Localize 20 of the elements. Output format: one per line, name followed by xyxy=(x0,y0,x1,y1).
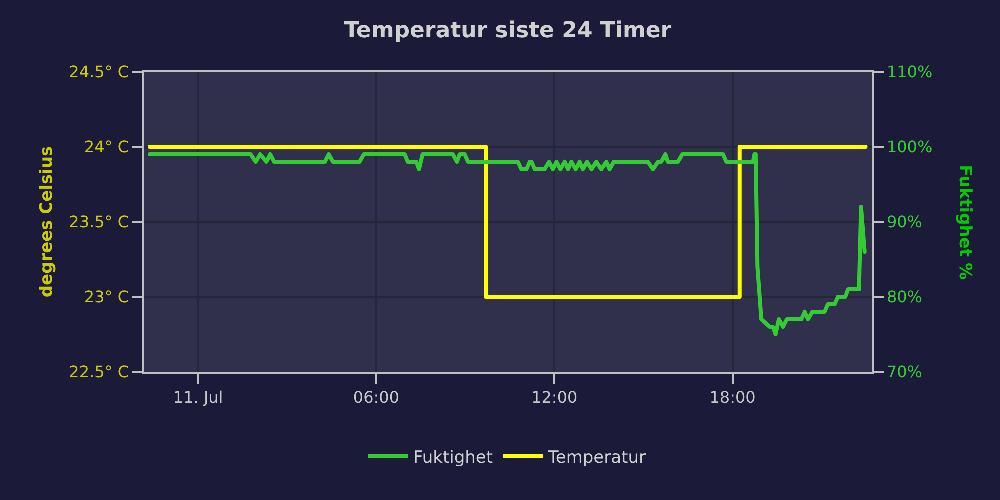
legend-label: Temperatur xyxy=(547,448,646,468)
x-tick-label: 06:00 xyxy=(353,388,400,407)
legend-label: Fuktighet xyxy=(414,448,494,468)
y2-tick-label: 70% xyxy=(886,362,923,382)
y-tick-label: 23° C xyxy=(84,288,130,307)
y-tick-label: 24° C xyxy=(84,138,130,157)
y-tick-label: 24.5° C xyxy=(69,62,130,82)
chart-title: Temperatur siste 24 Timer xyxy=(344,18,672,44)
x-tick-label: 12:00 xyxy=(532,388,578,407)
y2-axis-title: Fuktighet % xyxy=(955,165,975,280)
y2-tick-label: 110% xyxy=(886,62,933,82)
line-series xyxy=(148,152,867,336)
y-tick-label: 22.5° C xyxy=(69,362,130,382)
y-axis-title: degrees Celsius xyxy=(37,146,58,298)
y2-tick-label: 80% xyxy=(886,288,923,307)
y2-tick-label: 100% xyxy=(886,138,933,157)
x-tick-label: 11. Jul xyxy=(173,388,224,407)
y2-tick-label: 90% xyxy=(886,212,923,232)
x-tick-label: 18:00 xyxy=(710,388,756,407)
y-tick-label: 23.5° C xyxy=(69,212,130,232)
